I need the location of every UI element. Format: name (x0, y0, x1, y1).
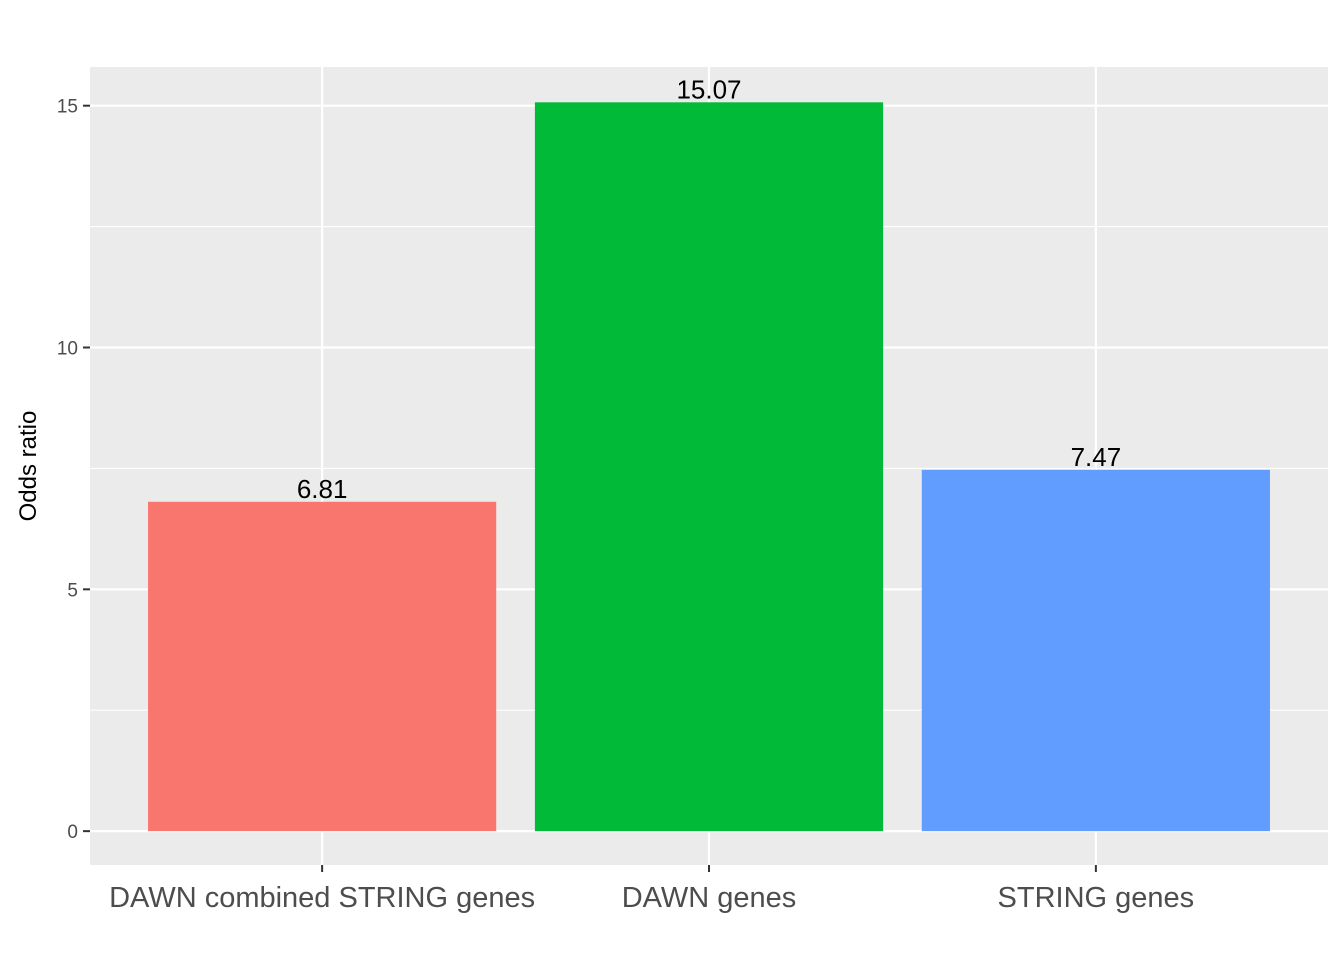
x-tick-label: DAWN genes (622, 882, 797, 914)
bar (921, 469, 1270, 832)
bar-value-label: 15.07 (676, 74, 741, 104)
x-axis: DAWN combined STRING genes DAWN genes STRI… (109, 865, 1194, 914)
bar (148, 501, 497, 832)
x-tick-label: DAWN combined STRING genes (109, 882, 535, 914)
y-tick-label: 5 (67, 580, 78, 601)
y-tick-label: 10 (57, 339, 78, 360)
bar-value-label: 6.81 (297, 474, 348, 504)
bar (534, 102, 884, 832)
y-tick-label: 15 (57, 97, 78, 118)
value-labels: 6.81 15.07 7.47 (297, 74, 1121, 503)
y-tick-label: 0 (67, 822, 78, 843)
x-tick-label: STRING genes (998, 882, 1195, 914)
bars (148, 102, 1270, 832)
y-axis: 0 5 10 15 (57, 97, 90, 843)
y-axis-title: Odds ratio (15, 411, 42, 522)
bar-value-label: 7.47 (1071, 442, 1122, 472)
